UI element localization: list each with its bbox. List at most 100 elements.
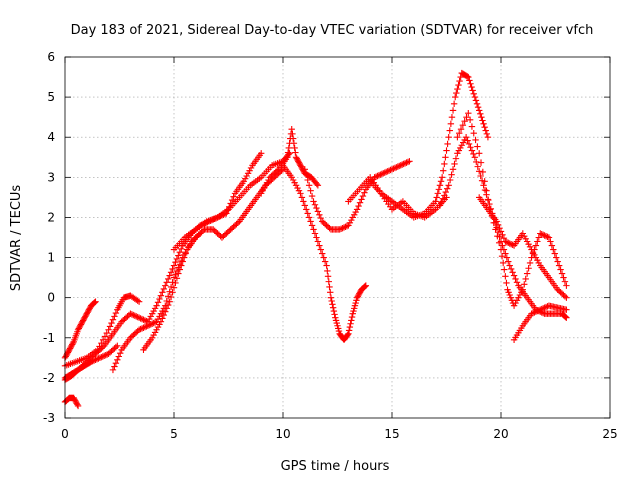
x-tick-label: 5 [170,427,178,441]
data-point [182,250,189,257]
data-point [505,258,512,265]
data-point [169,265,176,273]
data-point [285,144,293,152]
data-point [483,187,490,194]
data-point [170,262,178,269]
data-point [470,150,477,158]
data-point [90,357,98,364]
series-arc-15 [476,194,570,301]
data-point [307,218,314,225]
data-point [305,182,313,189]
data-point [493,218,500,225]
data-point [345,330,352,337]
data-point [448,113,456,121]
data-point [457,126,465,133]
data-point [109,316,117,323]
data-point [394,163,402,170]
data-point [353,206,361,213]
data-point [557,266,564,273]
series-arc-2 [61,298,99,362]
data-point [144,322,152,329]
chart-title: Day 183 of 2021, Sidereal Day-to-day VTE… [71,23,594,38]
data-point [87,358,95,366]
data-point [140,324,147,331]
data-point [101,352,108,360]
data-point [545,234,553,241]
data-point [128,311,136,318]
data-point [90,299,98,307]
data-point [319,250,326,257]
data-point [446,127,453,134]
data-point [447,120,455,128]
data-point [167,269,175,276]
data-point [391,164,399,172]
data-point [172,271,179,278]
data-point [384,168,391,175]
data-point [157,318,165,325]
data-point [468,123,476,130]
x-tick-label: 15 [384,427,399,441]
y-tick-label: -3 [43,411,55,425]
data-point [141,317,149,324]
data-point [521,281,528,288]
data-point [446,176,454,184]
data-point [362,282,370,289]
data-point [466,116,474,124]
data-point [130,311,137,319]
series-arc-12 [367,69,492,221]
data-point [448,171,455,178]
data-point [98,339,105,347]
data-point [459,121,467,129]
data-point [541,232,548,239]
data-point [273,167,281,174]
y-axis-label: SDTVAR / TECUs [9,185,24,292]
data-point [470,90,477,97]
data-point [440,167,447,174]
series-arc-3 [61,292,143,370]
data-point [401,160,409,167]
data-point [548,242,556,249]
data-point [393,164,400,171]
data-point [101,333,109,340]
data-point [372,173,380,180]
data-point [531,309,538,316]
data-point [143,323,150,330]
data-point [438,198,445,206]
data-point [339,224,346,232]
data-point [468,83,475,91]
data-point [133,313,140,320]
data-point [324,267,331,275]
data-point [442,188,449,196]
data-point [228,196,236,204]
data-point [137,315,144,322]
data-point [501,266,508,273]
y-tick-label: 1 [47,251,55,265]
data-point [532,242,540,249]
data-point [326,224,333,232]
series-arc-14 [454,109,570,309]
x-axis-label: GPS time / hours [281,459,390,474]
data-point [453,89,460,97]
data-point [502,250,509,257]
data-point [92,298,99,305]
data-point [381,169,388,176]
data-point [151,319,159,326]
data-point [359,192,367,200]
data-point [135,326,143,333]
data-point [505,239,512,247]
data-point [344,331,351,338]
data-point [529,309,537,317]
data-point [138,315,146,323]
data-point [506,262,513,269]
data-point [297,190,304,197]
data-point [305,214,313,221]
data-point [163,305,170,312]
y-tick-label: -2 [43,371,55,385]
data-point [178,245,185,253]
data-point [435,186,443,193]
data-point [329,301,336,308]
data-point [466,77,473,84]
data-point [374,172,381,180]
data-point [485,196,492,204]
data-point [481,123,488,131]
